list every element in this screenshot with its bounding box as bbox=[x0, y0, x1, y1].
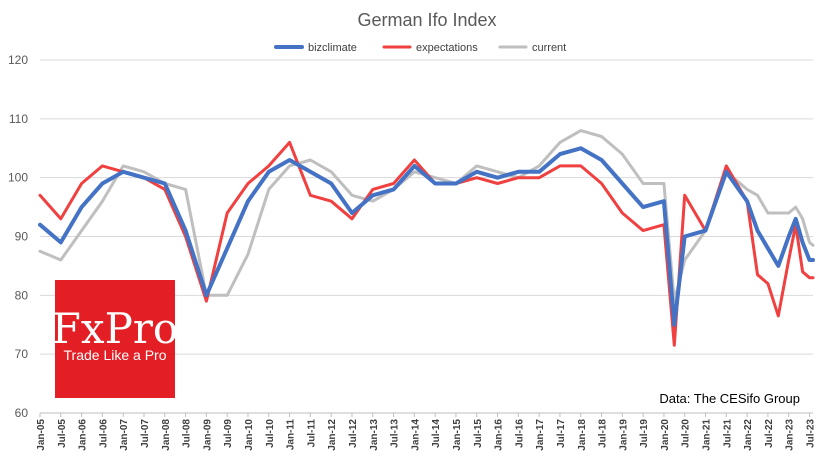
x-tick-label: Jul-07 bbox=[140, 419, 151, 448]
x-tick-label: Jul-17 bbox=[556, 419, 567, 448]
x-tick-label: Jul-21 bbox=[722, 419, 733, 448]
logo-background bbox=[55, 280, 175, 398]
x-tick-label: Jul-12 bbox=[348, 419, 359, 448]
legend: bizclimate expectations current bbox=[274, 42, 566, 54]
series-line-bizclimate bbox=[38, 146, 815, 327]
y-tick-label: 60 bbox=[15, 406, 29, 420]
series-line-current bbox=[38, 129, 815, 303]
x-tick-label: Jan-21 bbox=[702, 419, 713, 451]
legend-label-expectations: expectations bbox=[416, 42, 478, 54]
x-tick-label: Jan-08 bbox=[161, 419, 172, 451]
x-tick-label: Jan-11 bbox=[286, 419, 297, 451]
y-tick-label: 80 bbox=[15, 288, 29, 302]
x-tick-label: Jul-05 bbox=[57, 419, 68, 448]
x-tick-label: Jan-16 bbox=[494, 419, 505, 451]
x-tick-label: Jul-22 bbox=[764, 419, 775, 448]
x-tick-label: Jul-15 bbox=[473, 419, 484, 448]
legend-label-bizclimate: bizclimate bbox=[308, 42, 357, 54]
fxpro-logo: FxPro Trade Like a Pro bbox=[52, 280, 178, 398]
x-tick-label: Jul-11 bbox=[306, 419, 317, 448]
x-tick-label: Jan-13 bbox=[369, 419, 380, 451]
x-tick-label: Jul-08 bbox=[182, 419, 193, 448]
x-tick-label: Jan-12 bbox=[327, 419, 338, 451]
chart-title: German Ifo Index bbox=[357, 10, 496, 30]
x-tick-label: Jan-22 bbox=[743, 419, 754, 451]
legend-label-current: current bbox=[532, 42, 566, 54]
x-tick-label: Jan-18 bbox=[577, 419, 588, 451]
x-tick-label: Jan-07 bbox=[119, 419, 130, 451]
x-tick-label: Jul-06 bbox=[98, 419, 109, 448]
x-tick-label: Jul-19 bbox=[639, 419, 650, 448]
y-tick-label: 110 bbox=[9, 112, 28, 126]
x-tick-label: Jul-14 bbox=[431, 419, 442, 448]
x-tick-label: Jul-20 bbox=[681, 419, 692, 448]
x-tick-label: Jan-10 bbox=[244, 419, 255, 451]
y-tick-label: 70 bbox=[15, 347, 29, 361]
y-tick-label: 100 bbox=[8, 171, 28, 185]
y-axis: 60 70 80 90 100 110 120 bbox=[8, 53, 28, 420]
x-tick-label: Jul-16 bbox=[514, 419, 525, 448]
series-lines bbox=[38, 129, 815, 347]
logo-tagline: Trade Like a Pro bbox=[64, 347, 167, 363]
x-tick-label: Jan-23 bbox=[785, 419, 796, 451]
x-tick-label: Jan-15 bbox=[452, 419, 463, 451]
x-axis: Jan-05 Jul-05 Jan-06 Jul-06 Jan-07 Jul-07 Jan-… bbox=[36, 413, 817, 451]
x-tick-label: Jan-17 bbox=[535, 419, 546, 451]
y-tick-label: 90 bbox=[15, 230, 29, 244]
y-tick-label: 120 bbox=[8, 53, 28, 67]
x-tick-label: Jul-13 bbox=[390, 419, 401, 448]
x-tick-label: Jul-10 bbox=[265, 419, 276, 448]
logo-brand: FxPro bbox=[52, 304, 178, 353]
x-tick-label: Jan-20 bbox=[660, 419, 671, 451]
x-tick-label: Jul-23 bbox=[806, 419, 817, 448]
x-tick-label: Jan-19 bbox=[618, 419, 629, 451]
source-note: Data: The CESifo Group bbox=[659, 391, 800, 406]
x-tick-label: Jul-18 bbox=[598, 419, 609, 448]
x-tick-label: Jan-14 bbox=[410, 419, 421, 451]
x-tick-label: Jan-05 bbox=[36, 419, 47, 451]
x-tick-label: Jan-09 bbox=[202, 419, 213, 451]
x-tick-label: Jan-06 bbox=[78, 419, 89, 451]
x-tick-label: Jul-09 bbox=[223, 419, 234, 448]
